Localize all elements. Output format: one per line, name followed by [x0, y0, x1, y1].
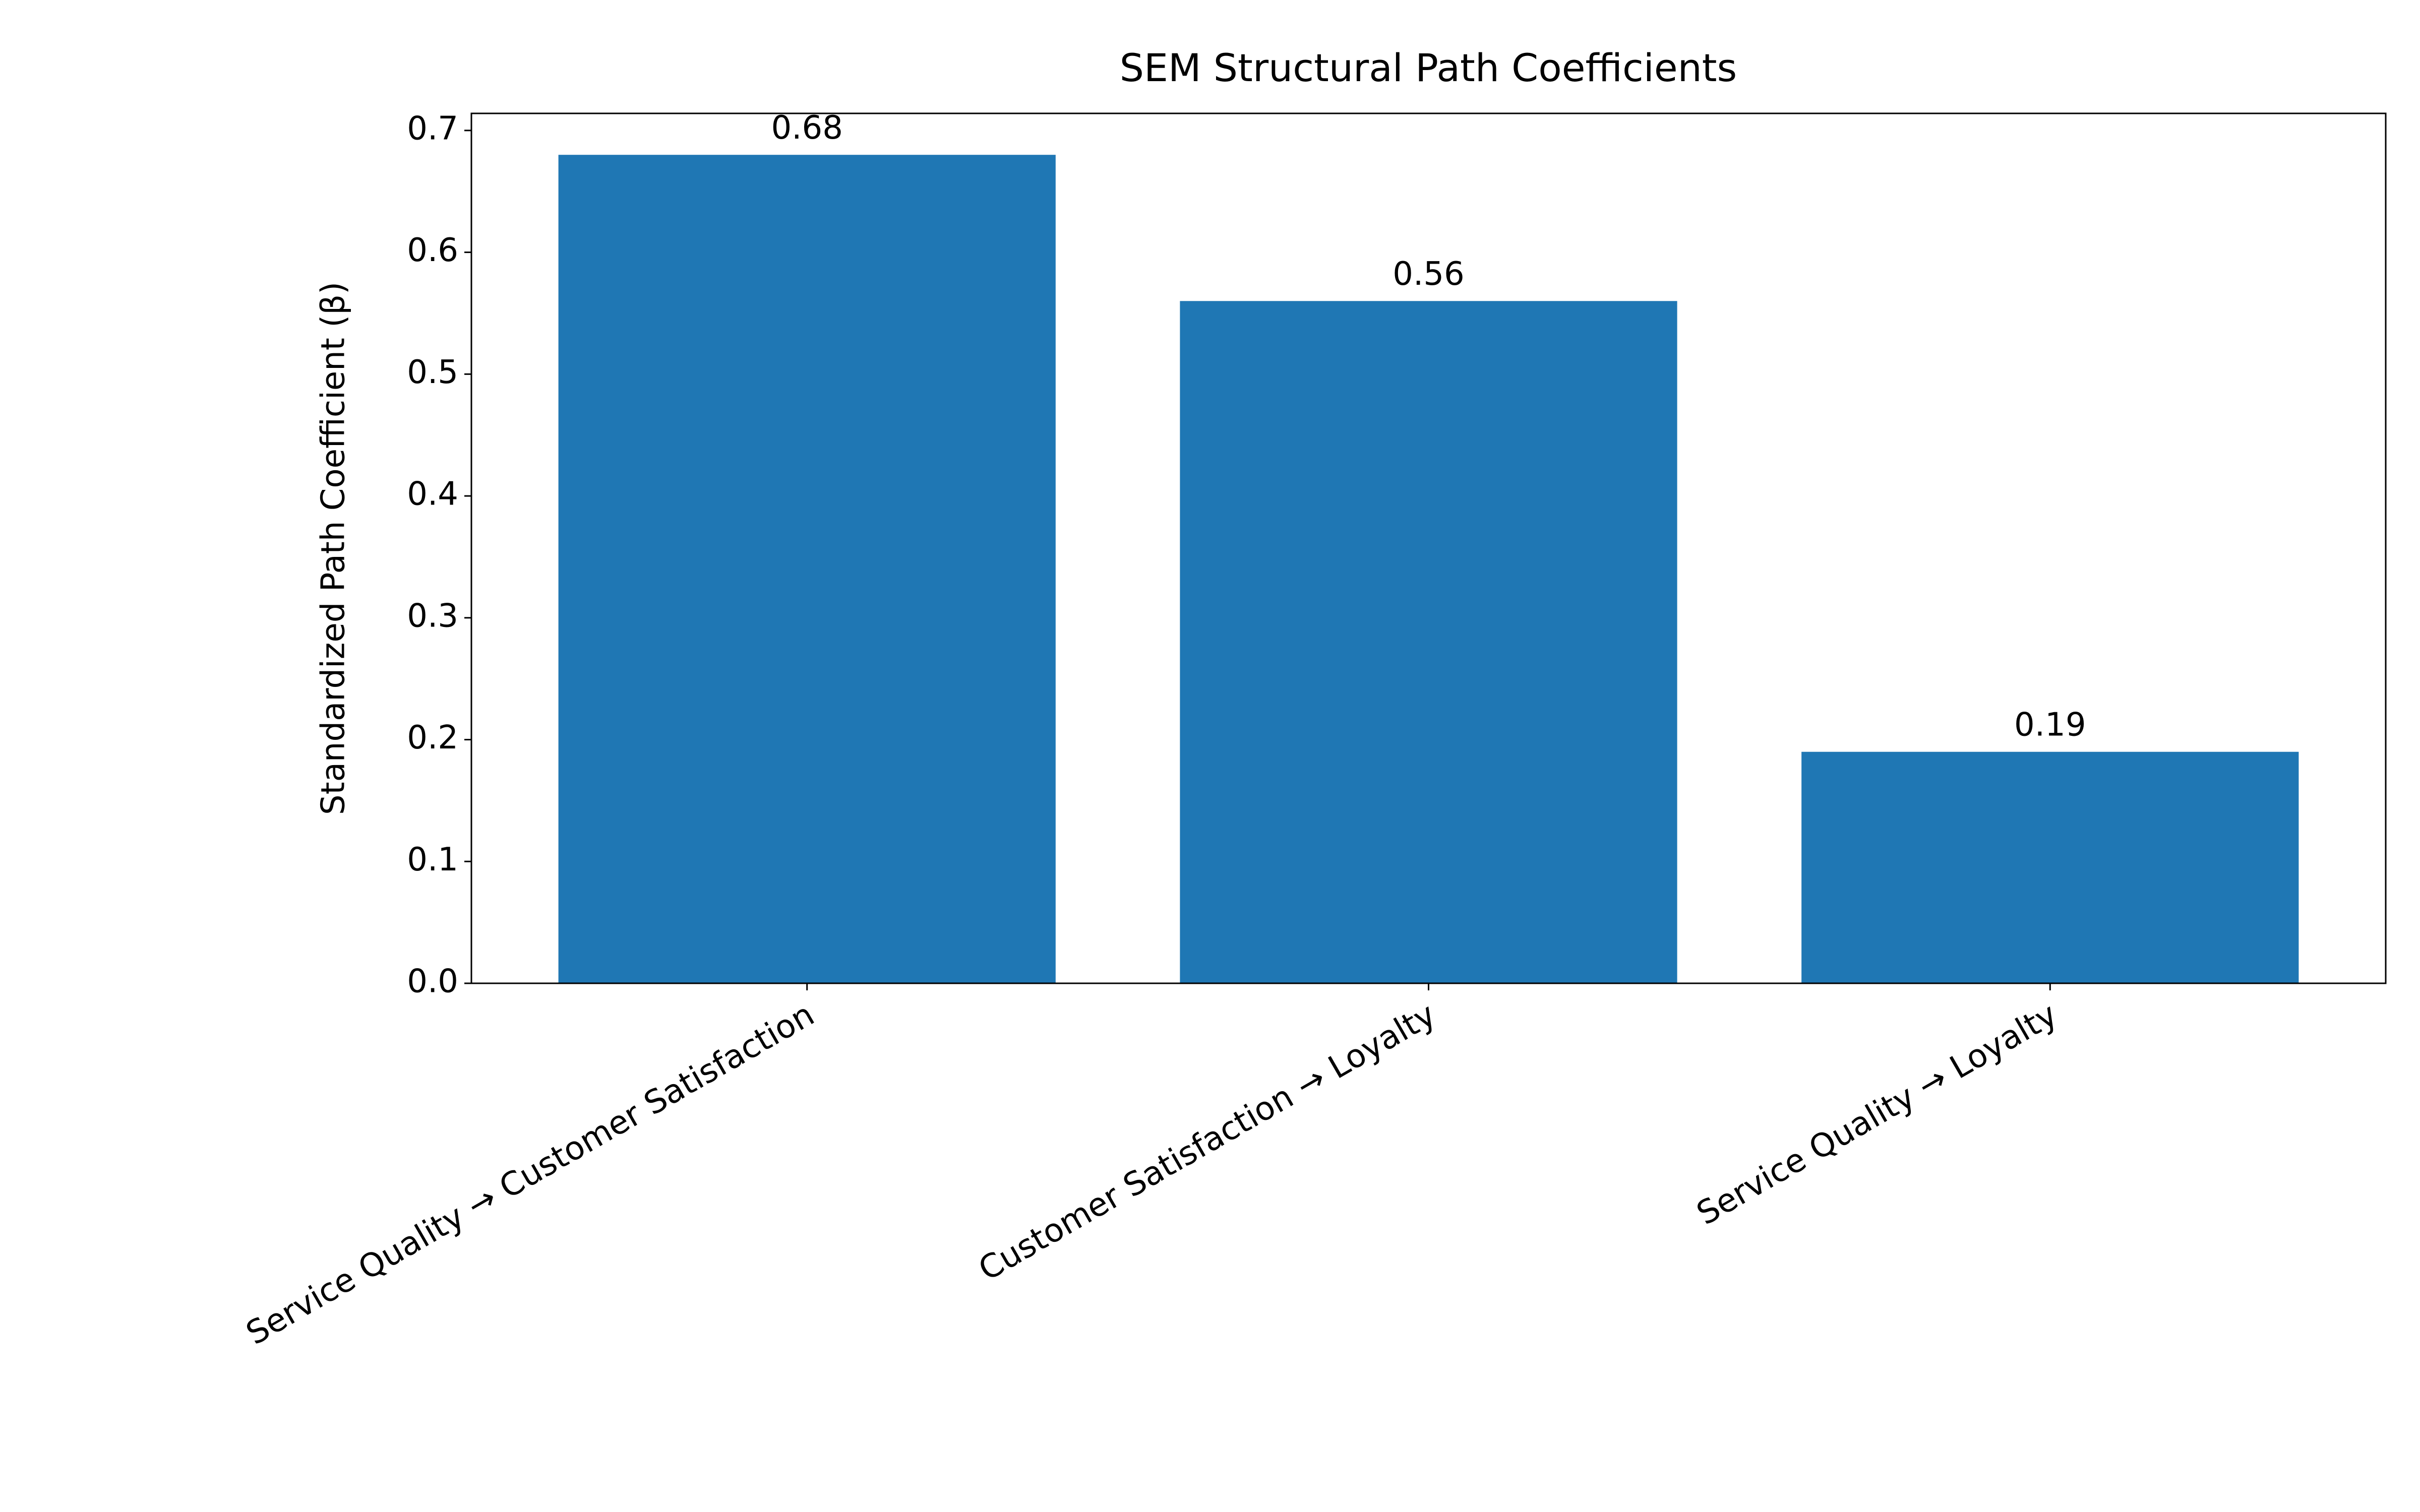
y-tick-label: 0.5 — [407, 354, 458, 391]
y-tick-label: 0.3 — [407, 597, 458, 635]
value-label: 0.68 — [771, 109, 843, 147]
value-label: 0.19 — [2014, 706, 2086, 743]
y-axis-label: Standardized Path Coefficient (β) — [315, 282, 352, 815]
bar — [1180, 301, 1677, 983]
y-tick-label: 0.1 — [407, 841, 458, 878]
y-tick-label: 0.2 — [407, 719, 458, 757]
y-tick-label: 0.6 — [407, 232, 458, 269]
y-tick-label: 0.4 — [407, 476, 458, 513]
bar — [1801, 751, 2299, 983]
bar — [558, 155, 1056, 984]
y-tick-label: 0.7 — [407, 110, 458, 147]
plot-frame — [470, 112, 2387, 984]
chart-title: SEM Structural Path Coefficients — [1120, 45, 1737, 90]
y-tick-label: 0.0 — [407, 963, 458, 1000]
value-label: 0.56 — [1393, 256, 1465, 293]
